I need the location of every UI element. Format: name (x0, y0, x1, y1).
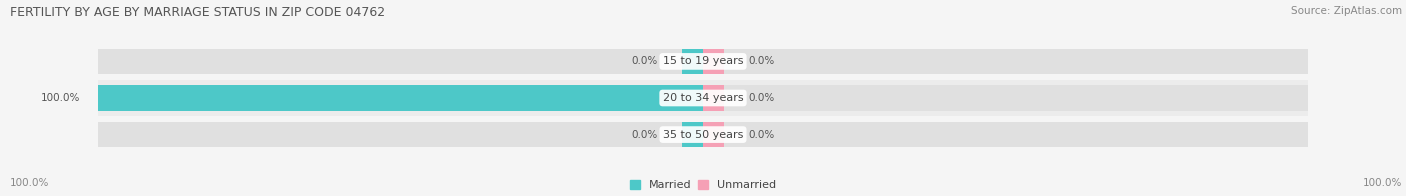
Text: 100.0%: 100.0% (1362, 178, 1402, 188)
Text: 100.0%: 100.0% (41, 93, 80, 103)
Bar (98, 49, 1308, 74)
Bar (98, 85, 703, 111)
Bar (682, 49, 703, 74)
Text: 100.0%: 100.0% (10, 178, 49, 188)
Bar (703, 49, 724, 74)
Text: 20 to 34 years: 20 to 34 years (662, 93, 744, 103)
Bar (703, 85, 724, 111)
Legend: Married, Unmarried: Married, Unmarried (630, 180, 776, 191)
Text: FERTILITY BY AGE BY MARRIAGE STATUS IN ZIP CODE 04762: FERTILITY BY AGE BY MARRIAGE STATUS IN Z… (10, 6, 385, 19)
Text: 0.0%: 0.0% (631, 56, 658, 66)
Text: Source: ZipAtlas.com: Source: ZipAtlas.com (1291, 6, 1402, 16)
Text: 0.0%: 0.0% (631, 130, 658, 140)
Bar (98, 85, 1308, 111)
Bar (98, 122, 1308, 147)
Bar (703, 122, 724, 147)
Text: 0.0%: 0.0% (748, 130, 775, 140)
Text: 35 to 50 years: 35 to 50 years (662, 130, 744, 140)
Text: 15 to 19 years: 15 to 19 years (662, 56, 744, 66)
Text: 0.0%: 0.0% (748, 56, 775, 66)
Bar (682, 122, 703, 147)
Text: 0.0%: 0.0% (748, 93, 775, 103)
